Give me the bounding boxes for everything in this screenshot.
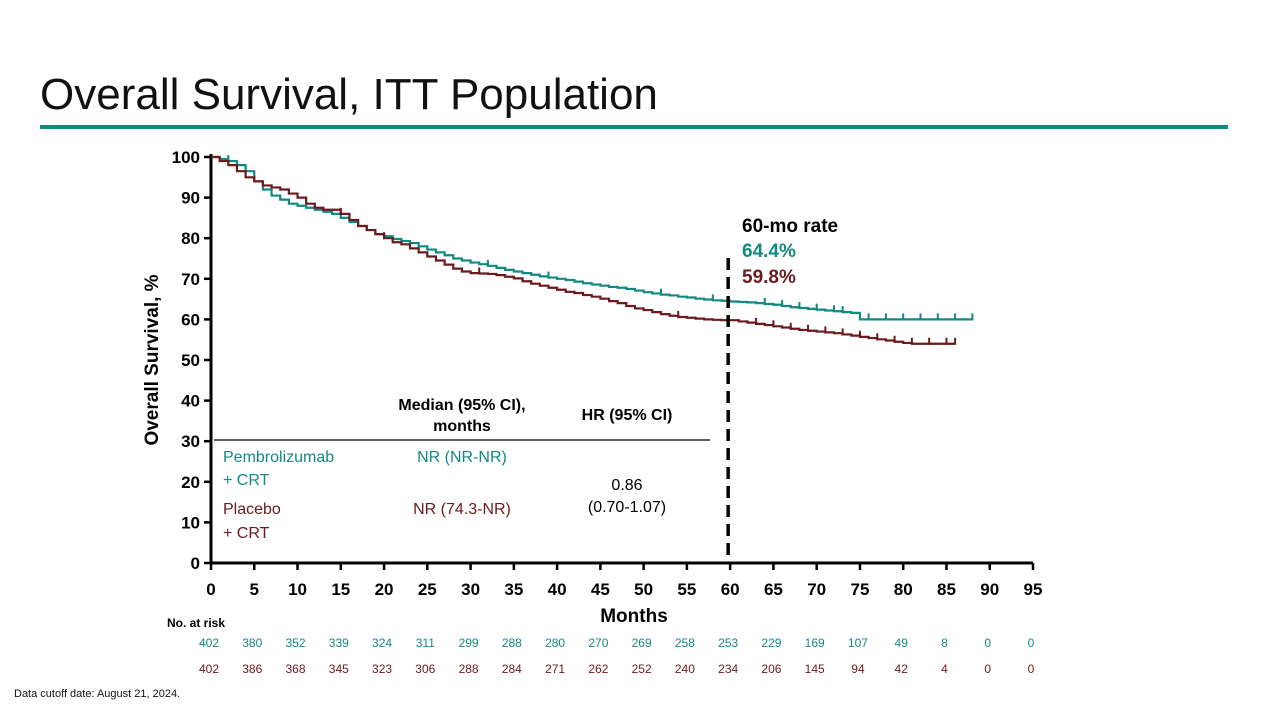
at-risk-pembrolizumab: 280 — [545, 636, 565, 650]
x-tick-label: 95 — [1024, 580, 1043, 599]
x-tick-label: 0 — [206, 580, 215, 599]
footnote: Data cutoff date: August 21, 2024. — [14, 688, 181, 700]
y-tick-label: 70 — [181, 270, 200, 289]
x-tick-label: 65 — [764, 580, 783, 599]
at-risk-pembrolizumab: 107 — [848, 636, 868, 650]
row-pembrolizumab-name-2: + CRT — [223, 472, 270, 489]
x-tick-label: 20 — [375, 580, 394, 599]
at-risk-placebo: 4 — [941, 662, 948, 676]
at-risk-placebo: 206 — [761, 662, 781, 676]
slide-title: Overall Survival, ITT Population — [40, 70, 658, 119]
x-tick-label: 75 — [850, 580, 869, 599]
at-risk-placebo: 323 — [372, 662, 392, 676]
at-risk-pembrolizumab: 311 — [416, 636, 435, 650]
at-risk-placebo: 145 — [805, 662, 825, 676]
row-pembrolizumab-name: Pembrolizumab — [223, 449, 334, 466]
table-header-median-unit: months — [433, 418, 491, 435]
y-tick-label: 0 — [191, 554, 200, 573]
at-risk-placebo: 262 — [588, 662, 608, 676]
at-risk-placebo: 240 — [675, 662, 695, 676]
rate-pembrolizumab: 64.4% — [742, 241, 796, 262]
placebo-curve — [211, 155, 956, 345]
at-risk-placebo: 284 — [502, 662, 522, 676]
at-risk-pembrolizumab: 253 — [718, 636, 738, 650]
x-tick-label: 15 — [331, 580, 350, 599]
y-tick-label: 40 — [181, 392, 200, 411]
at-risk-pembrolizumab: 288 — [502, 636, 522, 650]
at-risk-pembrolizumab: 229 — [761, 636, 781, 650]
at-risk-pembrolizumab: 324 — [372, 636, 392, 650]
x-tick-label: 85 — [937, 580, 956, 599]
at-risk-pembrolizumab: 352 — [286, 636, 306, 650]
at-risk-placebo: 94 — [851, 662, 865, 676]
table-header-median: Median (95% CI), — [398, 397, 525, 414]
at-risk-pembrolizumab: 169 — [805, 636, 825, 650]
x-tick-label: 50 — [634, 580, 653, 599]
x-tick-label: 70 — [807, 580, 826, 599]
at-risk-pembrolizumab: 8 — [941, 636, 948, 650]
y-tick-label: 80 — [181, 229, 200, 248]
at-risk-pembrolizumab: 299 — [459, 636, 479, 650]
at-risk-placebo: 368 — [286, 662, 306, 676]
x-tick-label: 55 — [677, 580, 696, 599]
x-tick-label: 5 — [250, 580, 259, 599]
at-risk-pembrolizumab: 270 — [588, 636, 608, 650]
at-risk-placebo: 0 — [1028, 662, 1035, 676]
y-tick-label: 50 — [181, 351, 200, 370]
x-tick-label: 80 — [894, 580, 913, 599]
at-risk-placebo: 288 — [459, 662, 479, 676]
y-tick-label: 60 — [181, 310, 200, 329]
at-risk-pembrolizumab: 0 — [1028, 636, 1035, 650]
y-axis-label: Overall Survival, % — [142, 274, 163, 445]
at-risk-placebo: 271 — [545, 662, 565, 676]
y-tick-label: 20 — [181, 473, 200, 492]
hazard-ratio-ci: (0.70-1.07) — [588, 499, 666, 516]
at-risk-label: No. at risk — [167, 616, 225, 630]
at-risk-pembrolizumab: 402 — [199, 636, 219, 650]
rate-placebo: 59.8% — [742, 267, 796, 288]
table-header-hr: HR (95% CI) — [582, 407, 673, 424]
row-pembrolizumab-median: NR (NR-NR) — [417, 449, 507, 466]
y-tick-label: 100 — [172, 148, 200, 167]
at-risk-pembrolizumab: 0 — [984, 636, 991, 650]
x-tick-label: 60 — [721, 580, 740, 599]
at-risk-placebo: 42 — [895, 662, 909, 676]
row-placebo-name: Placebo — [223, 501, 281, 518]
x-tick-label: 10 — [288, 580, 307, 599]
at-risk-pembrolizumab: 258 — [675, 636, 695, 650]
x-tick-label: 45 — [591, 580, 610, 599]
at-risk-pembrolizumab: 380 — [242, 636, 262, 650]
rate-header: 60-mo rate — [742, 216, 838, 237]
y-tick-label: 90 — [181, 189, 200, 208]
title-underline — [40, 125, 1228, 129]
y-tick-label: 30 — [181, 432, 200, 451]
at-risk-placebo: 386 — [242, 662, 262, 676]
row-placebo-median: NR (74.3-NR) — [413, 501, 511, 518]
at-risk-pembrolizumab: 49 — [895, 636, 909, 650]
y-tick-label: 10 — [181, 513, 200, 532]
row-placebo-name-2: + CRT — [223, 525, 270, 542]
at-risk-placebo: 306 — [415, 662, 435, 676]
at-risk-placebo: 252 — [632, 662, 652, 676]
at-risk-pembrolizumab: 269 — [632, 636, 652, 650]
hazard-ratio: 0.86 — [611, 477, 642, 494]
x-tick-label: 90 — [980, 580, 999, 599]
at-risk-placebo: 345 — [329, 662, 349, 676]
at-risk-pembrolizumab: 339 — [329, 636, 349, 650]
x-tick-label: 25 — [418, 580, 437, 599]
at-risk-placebo: 402 — [199, 662, 219, 676]
at-risk-placebo: 234 — [718, 662, 738, 676]
x-axis-label: Months — [600, 606, 668, 627]
x-tick-label: 40 — [548, 580, 567, 599]
x-tick-label: 30 — [461, 580, 480, 599]
x-tick-label: 35 — [504, 580, 523, 599]
at-risk-placebo: 0 — [984, 662, 991, 676]
